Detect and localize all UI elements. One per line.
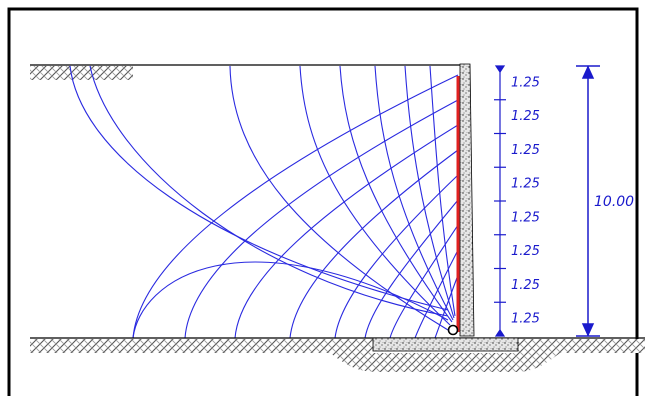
segment-label: 1.25 — [511, 312, 540, 327]
wall-footing — [372, 337, 519, 352]
segment-ticks — [494, 99, 506, 303]
toe-node — [447, 324, 459, 336]
total-height-dimension — [576, 65, 600, 337]
footing-subsoil — [330, 353, 560, 372]
segment-label: 1.25 — [511, 177, 540, 192]
segment-label: 1.25 — [511, 244, 540, 259]
segment-label: 1.25 — [511, 210, 540, 225]
segment-label: 1.25 — [511, 109, 540, 124]
flow-net-lines — [69, 65, 459, 339]
segment-label: 1.25 — [511, 143, 540, 158]
lower-ground-hatch-right — [518, 339, 645, 353]
total-height-label: 10.00 — [594, 194, 634, 210]
drawing-frame — [7, 7, 639, 396]
retaining-wall-stem — [459, 63, 475, 337]
lower-ground-hatch-left — [30, 339, 373, 353]
segment-label: 1.25 — [511, 278, 540, 293]
segment-labels: 1.25 1.25 1.25 1.25 1.25 1.25 1.25 1.25 — [511, 75, 540, 326]
upper-ground-hatch — [30, 66, 133, 80]
segment-label: 1.25 — [511, 75, 540, 90]
